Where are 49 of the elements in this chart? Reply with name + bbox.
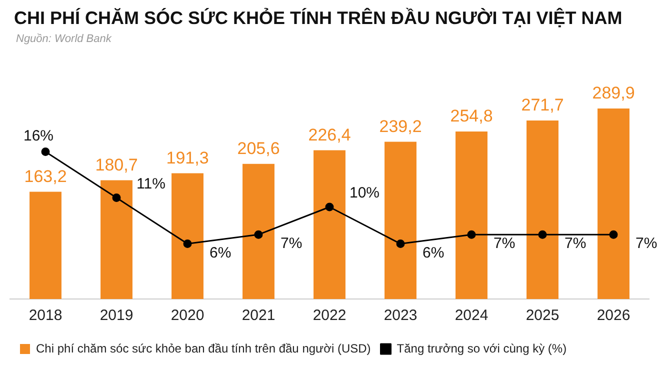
bar (242, 164, 274, 299)
data-label: 191,3 (166, 148, 209, 168)
bar (598, 108, 630, 299)
legend-label: Tăng trưởng so với cùng kỳ (%) (396, 341, 567, 356)
point (396, 240, 405, 248)
chart-subtitle: Nguồn: World Bank (15, 32, 113, 45)
point (41, 148, 50, 156)
point (538, 230, 547, 239)
data-label: 10% (350, 184, 380, 202)
point (112, 194, 121, 202)
x-tick-label: 2020 (170, 307, 204, 324)
bar (100, 180, 132, 299)
bar (456, 132, 488, 299)
x-tick-label: 2022 (312, 307, 346, 324)
bar (384, 142, 416, 299)
data-label: 205,6 (237, 139, 280, 158)
point (254, 230, 263, 239)
data-label: 271,7 (521, 96, 564, 115)
data-label: 7% (636, 235, 658, 252)
x-tick-label: 2021 (242, 307, 276, 324)
x-tick-label: 2023 (384, 307, 418, 324)
bar (30, 192, 62, 299)
data-label: 226,4 (308, 125, 351, 144)
data-label: 239,2 (379, 117, 422, 136)
data-label: 163,2 (24, 166, 67, 186)
x-tick-label: 2024 (454, 307, 488, 324)
data-label: 7% (494, 235, 516, 252)
point (325, 202, 334, 212)
data-label: 289,9 (592, 84, 635, 103)
data-label: 254,8 (450, 106, 493, 126)
data-label: 6% (422, 244, 444, 262)
data-label: 6% (210, 244, 232, 262)
x-tick-label: 2019 (100, 307, 134, 324)
chart-title: CHI PHÍ CHĂM SÓC SỨC KHỎE TÍNH TRÊN ĐẦU NGƯỜI TẠI VIỆT NAM (13, 6, 624, 29)
x-tick-label: 2018 (28, 307, 62, 324)
data-label: 7% (280, 235, 302, 252)
x-tick-label: 2026 (596, 307, 630, 324)
bar (526, 120, 558, 299)
point (609, 230, 618, 239)
data-label: 11% (136, 175, 166, 192)
point (183, 240, 192, 248)
x-tick-label: 2025 (526, 307, 560, 324)
data-label: 16% (24, 127, 54, 144)
legend-label: Chi phí chăm sóc sức khỏe ban đầu tính trên đầu người (USD) (36, 341, 371, 356)
point (467, 230, 476, 239)
bar (172, 173, 204, 299)
bar (314, 150, 346, 299)
data-label: 180,7 (95, 155, 138, 174)
data-label: 7% (564, 235, 586, 252)
